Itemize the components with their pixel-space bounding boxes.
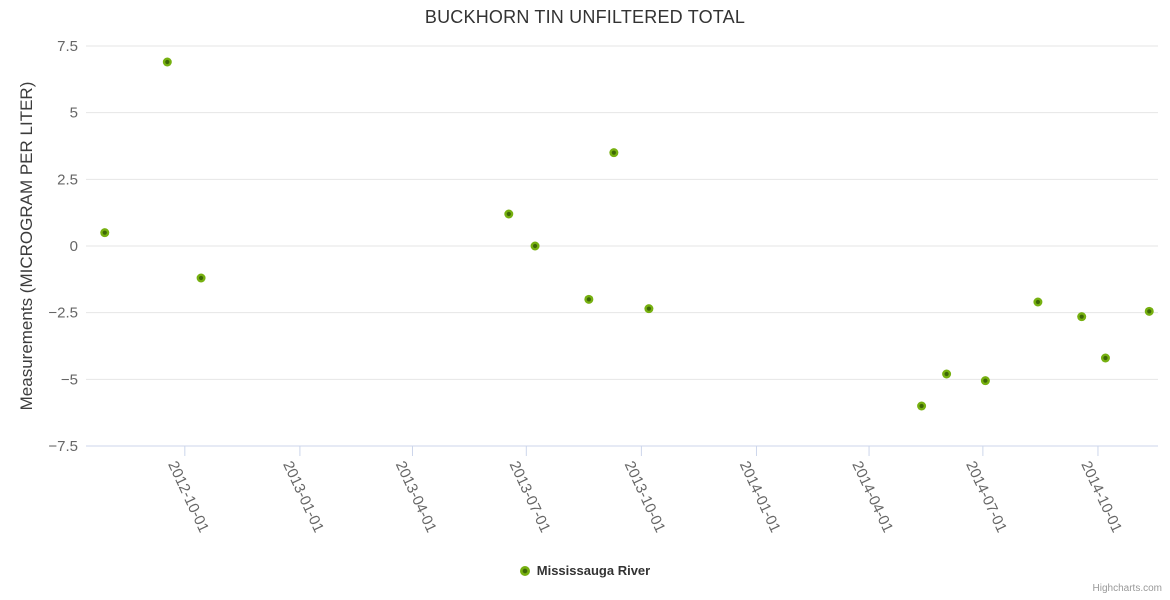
- x-axis-tick-label: 2014-04-01: [848, 459, 896, 536]
- chart-title: BUCKHORN TIN UNFILTERED TOTAL: [424, 7, 746, 27]
- x-axis-tick-label: 2013-10-01: [621, 459, 669, 536]
- legend-item-mississauga-river[interactable]: Mississauga River: [0, 563, 1170, 578]
- data-point-core: [506, 211, 511, 217]
- y-axis-tick-label: 0: [70, 238, 78, 255]
- y-axis-tick-label: −7.5: [48, 438, 78, 455]
- data-point-core: [165, 59, 170, 65]
- data-point-core: [646, 306, 651, 311]
- data-point-core: [611, 150, 616, 155]
- x-axis-tick-label: 2014-07-01: [962, 459, 1010, 536]
- x-axis-tick-label: 2014-10-01: [1077, 459, 1125, 536]
- data-point-core: [532, 243, 538, 249]
- y-axis-tick-label: −2.5: [48, 305, 78, 322]
- legend-label: Mississauga River: [536, 563, 651, 578]
- data-point-core: [1103, 355, 1108, 361]
- data-point-core: [1147, 309, 1152, 314]
- series-marker-icon: [519, 565, 530, 576]
- y-axis-tick-label: 5: [70, 105, 78, 122]
- data-point-core: [1079, 314, 1084, 319]
- x-axis-tick-label: 2012-10-01: [164, 459, 212, 536]
- highcharts-credits-link[interactable]: Highcharts.com: [1092, 583, 1162, 594]
- data-point-core: [919, 403, 924, 409]
- data-point-core: [944, 371, 949, 377]
- y-axis-tick-label: 7.5: [57, 38, 78, 55]
- x-axis-tick-label: 2013-01-01: [279, 459, 327, 536]
- data-point-core: [102, 230, 107, 235]
- y-axis-tick-label: −5: [61, 371, 78, 388]
- data-point-core: [586, 297, 591, 302]
- data-point-core: [983, 378, 988, 383]
- x-axis-tick-label: 2014-01-01: [736, 459, 784, 536]
- x-axis-tick-label: 2013-07-01: [506, 459, 554, 536]
- x-axis-tick-label: 2013-04-01: [392, 459, 440, 536]
- data-point-core: [198, 275, 204, 281]
- data-point-core: [1035, 299, 1041, 305]
- y-axis-tick-label: 2.5: [57, 171, 78, 188]
